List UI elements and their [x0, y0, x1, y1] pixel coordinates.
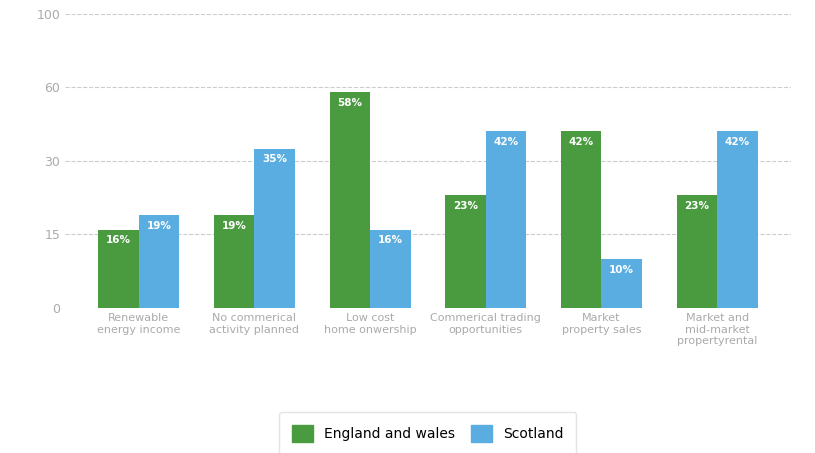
- Text: 42%: 42%: [569, 137, 593, 147]
- Bar: [139, 215, 179, 308]
- Legend: England and wales, Scotland: England and wales, Scotland: [280, 412, 576, 453]
- Text: 10%: 10%: [609, 265, 634, 275]
- Text: 16%: 16%: [106, 236, 131, 246]
- Text: 19%: 19%: [222, 221, 247, 231]
- Bar: [329, 92, 370, 308]
- Text: 19%: 19%: [147, 221, 171, 231]
- Text: 42%: 42%: [493, 137, 518, 147]
- Bar: [717, 131, 758, 308]
- Bar: [445, 195, 486, 308]
- Bar: [214, 215, 254, 308]
- Text: 23%: 23%: [453, 201, 478, 211]
- Text: 23%: 23%: [685, 201, 709, 211]
- Bar: [370, 230, 411, 308]
- Bar: [601, 259, 642, 308]
- Text: 35%: 35%: [262, 154, 287, 164]
- Text: 16%: 16%: [378, 236, 403, 246]
- Bar: [98, 230, 139, 308]
- Bar: [561, 131, 601, 308]
- Bar: [676, 195, 717, 308]
- Text: 58%: 58%: [337, 98, 363, 108]
- Text: 42%: 42%: [725, 137, 750, 147]
- Bar: [254, 149, 295, 308]
- Bar: [486, 131, 526, 308]
